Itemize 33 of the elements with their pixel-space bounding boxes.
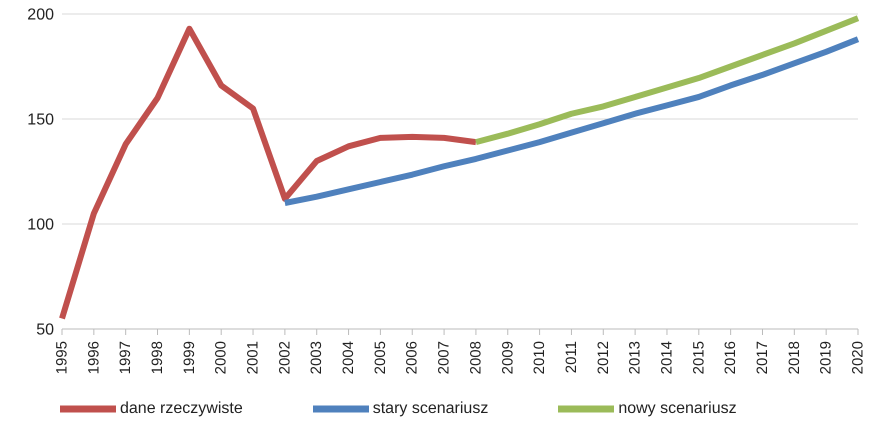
legend-label: stary scenariusz (372, 400, 488, 418)
x-tick-label: 2010 (531, 341, 548, 374)
x-tick-label: 1997 (117, 341, 134, 374)
x-tick-label: 1998 (149, 341, 166, 374)
x-tick-label: 2020 (850, 341, 866, 374)
x-tick-label: 2014 (658, 341, 676, 374)
x-tick-label: 1999 (180, 341, 198, 374)
x-tick-label: 2019 (818, 341, 835, 374)
x-tick-label: 2004 (340, 341, 358, 374)
legend-label: nowy scenariusz (618, 400, 737, 418)
x-tick-label: 2001 (244, 341, 262, 374)
x-tick-label: 2016 (722, 341, 740, 374)
x-tick-label: 2003 (308, 341, 326, 374)
x-tick-label: 2013 (626, 341, 644, 374)
x-tick-label: 2005 (372, 341, 389, 374)
x-tick-label: 2002 (276, 341, 294, 374)
y-tick-label: 150 (27, 112, 54, 129)
x-tick-label: 2017 (754, 341, 771, 374)
x-tick-label: 2008 (467, 341, 484, 374)
y-tick-label: 100 (27, 216, 54, 234)
x-tick-label: 2009 (499, 341, 516, 374)
x-tick-label: 2007 (436, 341, 453, 374)
x-tick-label: 2012 (594, 341, 612, 374)
y-tick-label: 200 (27, 6, 54, 24)
x-tick-label: 2000 (212, 341, 230, 374)
x-tick-label: 1995 (54, 341, 70, 374)
legend-label: dane rzeczywiste (120, 400, 243, 418)
x-tick-label: 2018 (786, 341, 803, 374)
y-tick-label: 50 (36, 322, 54, 339)
x-tick-label: 2011 (562, 341, 580, 374)
x-tick-label: 2015 (690, 341, 708, 374)
x-tick-label: 2006 (404, 341, 421, 374)
x-tick-label: 1996 (85, 341, 102, 374)
